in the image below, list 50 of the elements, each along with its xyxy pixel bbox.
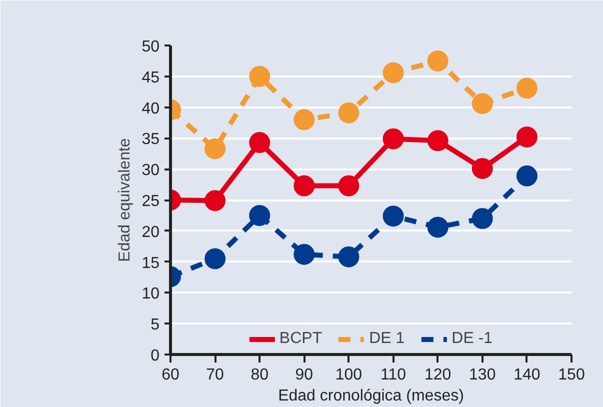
point bbox=[472, 158, 493, 179]
point bbox=[516, 78, 538, 99]
x-tick-label: 140 bbox=[514, 366, 540, 384]
point bbox=[294, 109, 315, 130]
x-tick-label: 70 bbox=[206, 366, 224, 384]
y-axis-title: Edad equivalente bbox=[116, 138, 134, 262]
x-tick-label: 90 bbox=[295, 366, 314, 384]
point bbox=[382, 62, 404, 84]
x-tick-label: 110 bbox=[380, 366, 406, 384]
legend-label: DE 1 bbox=[369, 330, 405, 348]
legend-label: DE -1 bbox=[452, 330, 493, 348]
point bbox=[516, 165, 538, 186]
point bbox=[516, 126, 538, 148]
point bbox=[338, 246, 360, 268]
x-tick-label: 80 bbox=[250, 366, 269, 384]
point bbox=[204, 138, 226, 160]
x-tick-label: 130 bbox=[469, 366, 496, 384]
point bbox=[294, 175, 315, 196]
point bbox=[472, 208, 493, 230]
y-tick-label: 35 bbox=[142, 131, 160, 148]
point bbox=[204, 190, 226, 212]
y-tick-label: 0 bbox=[150, 348, 160, 364]
x-tick-label: 120 bbox=[424, 366, 452, 384]
y-tick-label: 20 bbox=[142, 224, 160, 241]
point bbox=[427, 216, 448, 238]
point bbox=[427, 50, 448, 72]
y-tick-label: 5 bbox=[150, 316, 160, 334]
y-tick-label: 15 bbox=[142, 254, 160, 272]
point bbox=[427, 130, 448, 152]
point bbox=[382, 206, 404, 227]
point bbox=[382, 128, 404, 150]
point bbox=[249, 66, 270, 87]
point bbox=[338, 102, 360, 124]
point bbox=[294, 244, 315, 265]
x-tick-label: 100 bbox=[335, 366, 362, 384]
y-tick-label: 25 bbox=[142, 193, 160, 210]
point bbox=[338, 175, 360, 196]
x-tick-label: 60 bbox=[162, 366, 180, 384]
legend-label: BCPT bbox=[279, 330, 322, 348]
x-tick-label: 150 bbox=[558, 366, 585, 384]
point bbox=[204, 248, 226, 270]
y-tick-label: 30 bbox=[142, 162, 160, 180]
y-tick-label: 50 bbox=[142, 38, 160, 56]
x-axis-title: Edad cronológica (meses) bbox=[278, 388, 464, 404]
y-tick-label: 10 bbox=[142, 286, 160, 303]
point bbox=[472, 93, 493, 114]
point bbox=[249, 204, 270, 226]
y-tick-label: 45 bbox=[142, 69, 160, 86]
point bbox=[249, 132, 270, 154]
y-tick-label: 40 bbox=[142, 100, 160, 118]
